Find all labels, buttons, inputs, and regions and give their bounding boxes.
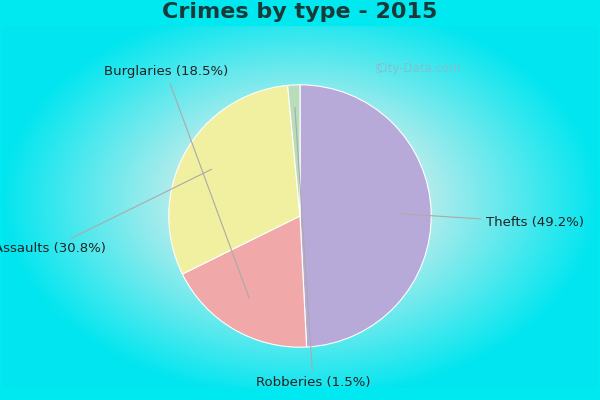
Wedge shape	[182, 216, 307, 347]
Text: 🔍: 🔍	[376, 62, 382, 72]
Text: City-Data.com: City-Data.com	[376, 62, 461, 75]
Text: Assaults (30.8%): Assaults (30.8%)	[0, 169, 212, 255]
Text: Burglaries (18.5%): Burglaries (18.5%)	[104, 65, 249, 298]
Text: Crimes by type - 2015: Crimes by type - 2015	[163, 2, 437, 22]
Text: Robberies (1.5%): Robberies (1.5%)	[256, 107, 370, 389]
Wedge shape	[287, 85, 300, 216]
Text: Thefts (49.2%): Thefts (49.2%)	[401, 214, 584, 229]
Wedge shape	[169, 85, 300, 274]
Wedge shape	[300, 85, 431, 347]
